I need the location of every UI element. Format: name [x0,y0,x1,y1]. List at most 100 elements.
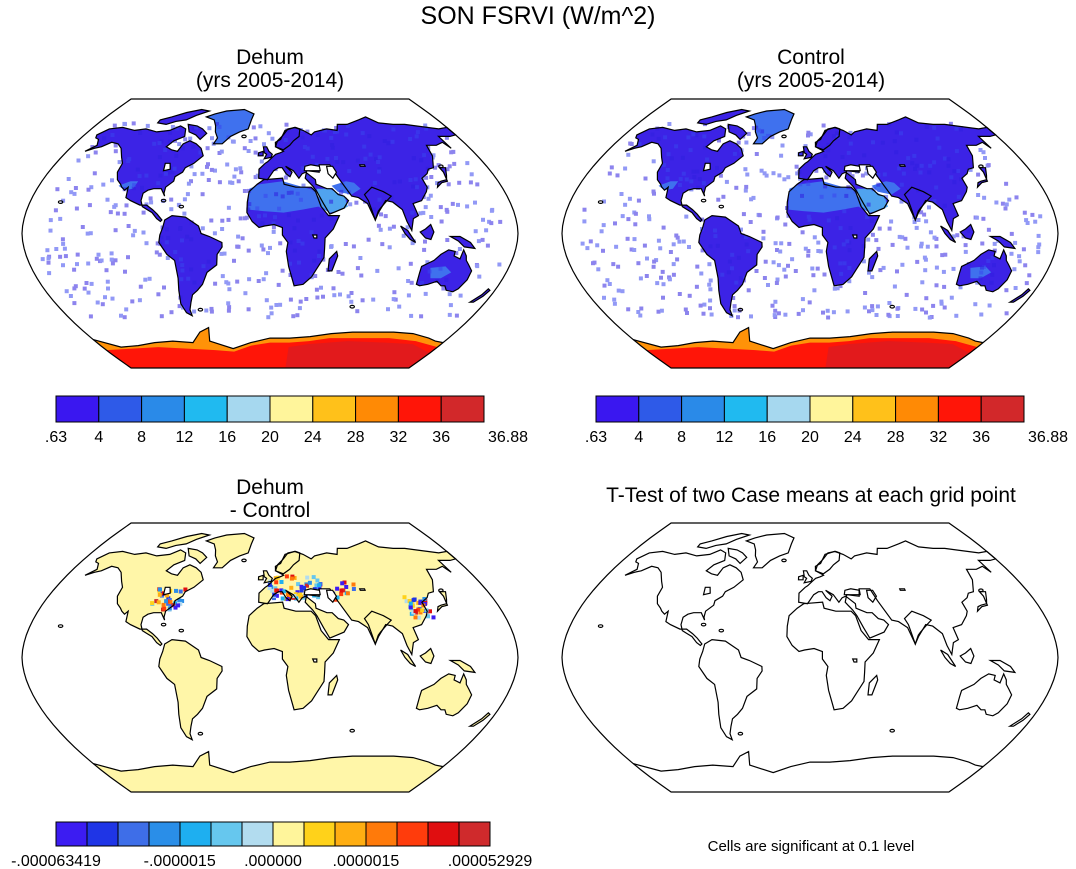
colorbar-swatch [595,395,640,423]
colorbar-swatch [396,821,429,847]
land-sum [400,226,416,243]
panel-3-title-line2: - Control [229,499,311,522]
colorbar-difference: -.000063419 -.0000015 .000000 .0000015 .0000… [11,821,533,869]
ocean [22,523,518,792]
colorbar-label: 24 [304,429,322,446]
colorbar-swatch [852,395,897,423]
colorbar-label: 36 [432,429,450,446]
land-ind [364,611,392,644]
colorbar-label: 36.88 [488,429,528,446]
land-eur [258,540,456,655]
land-mad [868,251,878,271]
land-ca2 [157,533,210,549]
colorbar-label: 8 [677,429,686,446]
colorbar-label: 24 [844,429,862,446]
panel-1-title-line1: Dehum [236,46,304,69]
map-border [561,98,1059,369]
figure-title: SON FSRVI (W/m^2) [420,2,656,30]
land-mad [328,251,338,271]
map-ttest [561,522,1059,793]
map-border [21,522,519,793]
land-antarctica [93,751,444,792]
colorbar-label: 16 [758,429,776,446]
land-sa [698,215,763,316]
panel-4-title: T-Test of two Case means at each grid po… [606,484,1016,507]
land-scan [275,551,300,574]
land-afr [246,602,340,710]
land-ca1 [188,548,207,564]
colorbar-swatch [638,395,683,423]
colorbar-swatch [55,821,88,847]
land-ind [904,187,932,220]
panel-1-title-line2: (yrs 2005-2014) [195,69,345,92]
colorbar-label: 20 [801,429,819,446]
colorbar-label: .63 [585,429,607,446]
colorbar-label: .000000 [244,853,302,869]
colorbar-swatch [440,395,485,423]
colorbar-control: .63 4 8 12 16 20 24 28 32 36 36.88 [585,395,1068,446]
land-ca2 [157,109,210,125]
colorbar-swatch [365,821,398,847]
colorbar-label: 32 [390,429,408,446]
coastlines [57,108,491,350]
colorbar-swatch [458,821,491,847]
land-na [85,549,204,646]
colorbar-swatch [226,395,271,423]
region-greenland [206,109,254,144]
colorbar-swatch [895,395,939,423]
land-ca2 [697,109,750,125]
colorbar-label: .0000015 [333,853,400,869]
panel-1-title: Dehum (yrs 2005-2014) [120,46,420,92]
land-sum [400,650,416,667]
colorbar-swatch [117,821,150,847]
colorbar-swatch [334,821,367,847]
colorbar-swatch [723,395,768,423]
panel-2-title: Control (yrs 2005-2014) [661,46,961,92]
colorbar-label: 36 [972,429,990,446]
panel-3-title: Dehum - Control [120,476,420,522]
colorbar-swatch [272,821,305,847]
colorbar-label: 4 [94,429,103,446]
colorbar-swatch [241,821,274,847]
colorbar-label: 28 [887,429,905,446]
coastlines [597,532,1031,774]
land-uk [263,146,273,159]
colorbar-label: .000052929 [448,853,533,869]
colorbar-label: 20 [261,429,279,446]
panel-2-title-line2: (yrs 2005-2014) [736,69,886,92]
colorbar-swatch [210,821,243,847]
land-eur [798,116,996,231]
land-sa [158,639,223,740]
colorbar-swatch [303,821,336,847]
land-na [85,125,204,222]
colorbar-swatch [809,395,854,423]
colorbar-swatch [397,395,442,423]
panel-2-title-line1: Control [777,46,845,69]
colorbar-label: 16 [218,429,236,446]
region-antarctica-plateau [285,341,430,368]
land-sa [158,215,223,316]
map-control [561,98,1059,369]
colorbar-label: 12 [716,429,734,446]
colorbar-swatch [427,821,460,847]
colorbar-label: 12 [176,429,194,446]
colorbar-label: 8 [137,429,146,446]
colorbar-swatch [55,395,100,423]
colorbar-swatch [148,821,181,847]
colorbar-swatch [98,395,143,423]
land-ind [364,187,392,220]
colorbar-swatch [312,395,357,423]
ocean [562,523,1058,792]
colorbar-swatch [355,395,399,423]
colorbar-label: .63 [45,429,67,446]
region-australia [430,266,452,279]
map-dehum [21,98,519,369]
colorbar-swatch [179,821,212,847]
colorbar-label: 36.88 [1028,429,1068,446]
ocean [562,99,1058,368]
colorbar-label: 28 [347,429,365,446]
region-antarctica-plateau [825,341,970,368]
colorbar-swatch [141,395,185,423]
region-greenland [746,109,794,144]
colorbar-swatch [269,395,314,423]
